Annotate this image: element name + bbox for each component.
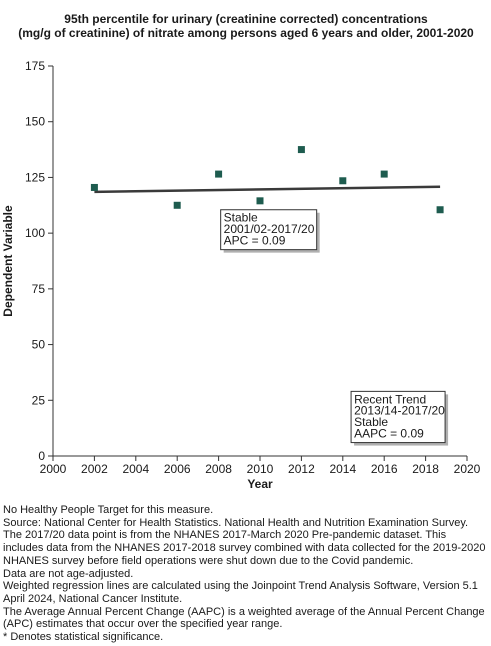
footnote-target: No Healthy People Target for this measur… <box>3 504 214 516</box>
footnotes: No Healthy People Target for this measur… <box>3 504 487 644</box>
footnote-age-adjusted: Data are not age-adjusted. <box>3 567 134 580</box>
x-tick-label: 2008 <box>205 462 232 476</box>
x-tick-label: 2020 <box>454 462 481 476</box>
x-tick-label: 2002 <box>81 462 108 476</box>
footnote-significance: * Denotes statistical significance. <box>3 631 164 644</box>
chart-area: 95th percentile for urinary (creatinine … <box>1 12 481 491</box>
footnote-dataset: The 2017/20 data point is from the NHANE… <box>3 529 486 567</box>
data-point <box>256 197 264 205</box>
trend-line <box>94 185 441 194</box>
annotation-line: Stable <box>224 211 258 225</box>
annotation-line: Recent Trend <box>354 392 426 406</box>
y-tick-label: 100 <box>25 226 45 240</box>
data-point <box>339 177 347 185</box>
y-axis-ticks: 0 25 50 75 100 125 150 175 <box>25 59 53 463</box>
y-tick-label: 25 <box>32 393 46 407</box>
annotation-line: 2013/14-2017/20 <box>354 404 445 418</box>
chart-title-line-1: 95th percentile for urinary (creatinine … <box>64 12 428 26</box>
x-tick-label: 2012 <box>288 462 315 476</box>
data-point <box>215 170 223 178</box>
y-tick-label: 150 <box>25 115 45 129</box>
footnote-source: Source: National Center for Health Stati… <box>3 516 469 529</box>
trend-line-group <box>94 185 441 194</box>
data-point <box>90 183 98 191</box>
x-tick-label: 2000 <box>40 462 67 476</box>
data-point <box>297 146 305 154</box>
x-tick-label: 2010 <box>247 462 274 476</box>
data-points <box>90 146 444 214</box>
footnote-regression: Weighted regression lines are calculated… <box>3 580 478 605</box>
footnote-aapc: The Average Annual Percent Change (AAPC)… <box>3 605 485 631</box>
x-tick-label: 2014 <box>329 462 356 476</box>
x-tick-label: 2016 <box>371 462 398 476</box>
y-tick-label: 50 <box>32 338 46 352</box>
annotation-frame <box>350 390 446 444</box>
x-tick-label: 2018 <box>412 462 439 476</box>
x-axis-ticks: 2000 2002 2004 2006 2008 2010 2012 2014 2016 2018… <box>40 456 481 476</box>
data-point <box>436 206 444 214</box>
annotation-line: 2001/02-2017/20 <box>224 222 315 236</box>
y-tick-label: 175 <box>25 59 45 73</box>
data-point <box>380 170 388 178</box>
x-tick-label: 2004 <box>122 462 149 476</box>
chart-title: 95th percentile for urinary (creatinine … <box>18 12 474 40</box>
annotation-frame <box>220 209 318 251</box>
x-tick-label: 2006 <box>164 462 191 476</box>
x-axis-title: Year <box>247 477 273 491</box>
y-tick-label: 0 <box>38 449 45 463</box>
y-tick-label: 75 <box>32 282 46 296</box>
annotation-line: APC = 0.09 <box>224 233 286 247</box>
chart-title-line-2: (mg/g of creatinine) of nitrate among pe… <box>18 26 474 40</box>
y-tick-label: 125 <box>25 170 45 184</box>
annotation-line: AAPC = 0.09 <box>354 426 424 440</box>
annotation-line: Stable <box>354 415 388 429</box>
y-axis-title: Dependent Variable <box>1 205 15 317</box>
data-point <box>173 201 181 209</box>
